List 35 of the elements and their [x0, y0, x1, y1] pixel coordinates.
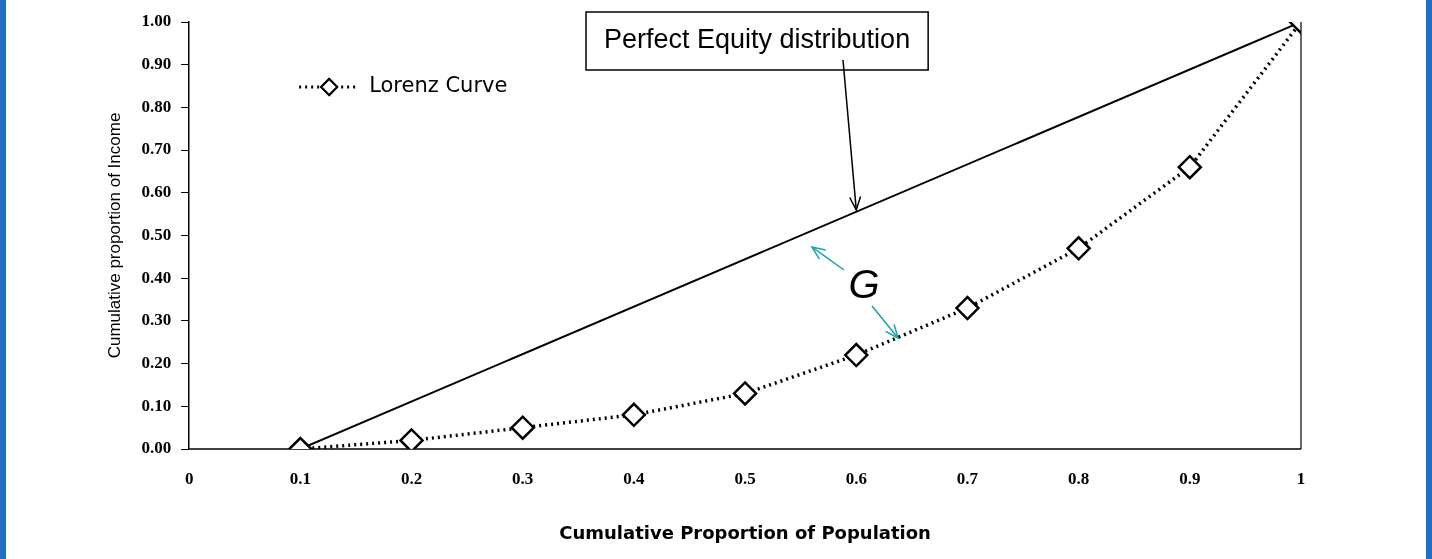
x-tick-label: 0.8 — [1068, 468, 1090, 488]
y-tick-label: 0.60 — [141, 182, 172, 202]
x-tick-label: 0.7 — [956, 468, 979, 488]
y-tick-label: 0.20 — [141, 352, 172, 372]
x-tick-label: 0.9 — [1179, 468, 1201, 488]
x-tick-label: 0.5 — [734, 468, 756, 488]
point — [1177, 154, 1203, 180]
point — [844, 342, 869, 368]
x-axis-title: Cumulative Proportion of Population — [559, 521, 931, 543]
x-tick-label: 0.1 — [289, 468, 311, 488]
annotation: Perfect Equity distribution — [604, 24, 911, 55]
y-axis-title: Cumulative proportion of Income — [104, 112, 124, 359]
y-tick-label: 1.00 — [141, 11, 172, 31]
legend-label: Lorenz Curve — [369, 73, 508, 98]
y-tick-label: 0.90 — [141, 54, 172, 74]
y-tick-label: 0.40 — [141, 267, 172, 287]
y-tick-label: 0.70 — [141, 139, 172, 159]
point — [399, 428, 424, 449]
y-tick-label: 0.00 — [141, 438, 172, 458]
x-tick-label: 0.4 — [623, 468, 646, 488]
point — [621, 402, 647, 428]
annotation: G — [848, 262, 880, 307]
x-tick-label: 0 — [184, 468, 194, 488]
x-tick-label: 1 — [1296, 468, 1306, 488]
point — [1066, 236, 1091, 261]
point — [732, 381, 758, 406]
x-tick-label: 0.6 — [845, 468, 867, 488]
y-tick-label: 0.50 — [141, 224, 172, 244]
point — [510, 415, 535, 440]
x-tick-label: 0.2 — [400, 468, 423, 488]
y-tick-label: 0.80 — [141, 96, 172, 116]
y-tick-label: 0.30 — [141, 310, 172, 330]
y-tick-label: 0.10 — [141, 395, 172, 415]
x-tick-label: 0.3 — [512, 468, 534, 488]
point — [955, 295, 980, 321]
